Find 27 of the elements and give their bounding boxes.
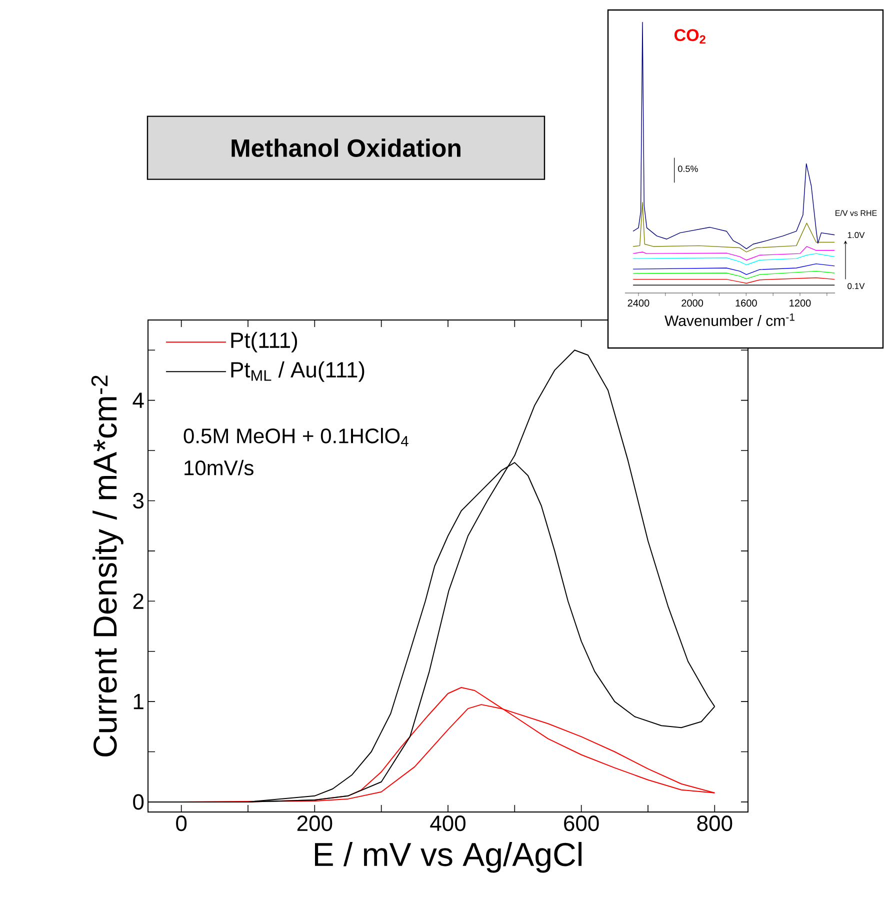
text: E/V vs RHE xyxy=(836,210,877,216)
x-tick-label: 800 xyxy=(697,816,732,832)
y-tick-label: 4 xyxy=(132,392,144,408)
x-tick-label: 400 xyxy=(430,816,466,832)
chart-title: Methanol Oxidation xyxy=(232,138,460,157)
x-axis-title: Wavenumber / cm$^{-1}$ xyxy=(664,313,794,326)
text: 1.0V xyxy=(848,232,865,238)
legend-label: Pt$_{ML}$ / Au(111) xyxy=(231,361,364,382)
annotation: 0.5M MeOH + 0.1HClO$_{4}$ xyxy=(184,428,408,446)
x-axis-title: E / mV vs Ag/AgCl xyxy=(315,842,582,873)
x-tick-label: 600 xyxy=(564,816,599,832)
x-tick-label: 1200 xyxy=(790,300,811,307)
y-tick-label: 2 xyxy=(133,593,144,609)
x-tick-label: 1600 xyxy=(736,300,757,307)
annotation: 10mV/s xyxy=(184,460,254,476)
annotation: 0.5% xyxy=(678,166,698,172)
y-axis-title: Current Density / mA*cm$^{-2}$ xyxy=(91,376,124,756)
annotation: CO$_{2}$ xyxy=(674,29,706,44)
x-tick-label: 0 xyxy=(176,816,187,832)
y-tick-label: 3 xyxy=(133,492,144,509)
legend-label: Pt(111) xyxy=(231,332,298,352)
x-tick-label: 2400 xyxy=(628,300,650,307)
x-tick-label: 200 xyxy=(297,816,332,832)
x-tick-label: 2000 xyxy=(682,300,704,307)
y-tick-label: 1 xyxy=(134,694,144,710)
text: 0.1V xyxy=(848,283,865,290)
y-tick-label: 0 xyxy=(133,794,144,810)
